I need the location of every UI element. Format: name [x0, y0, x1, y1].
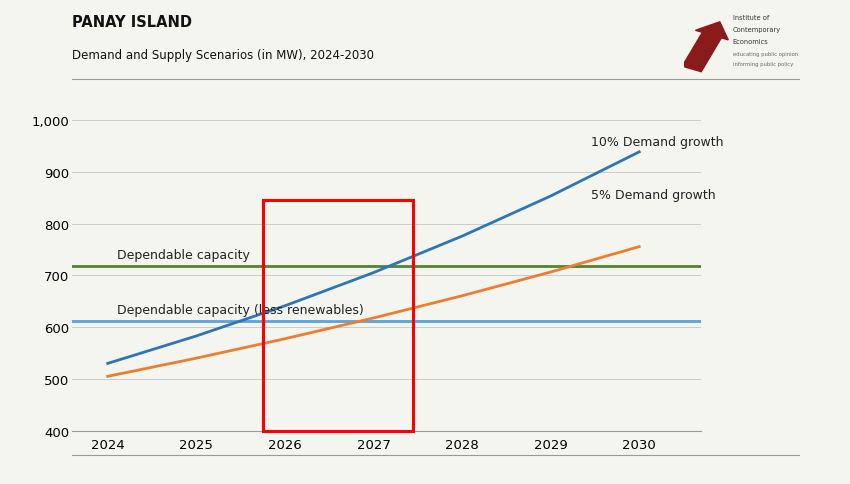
FancyArrow shape — [683, 23, 728, 73]
Text: Contemporary: Contemporary — [733, 27, 781, 32]
Text: PANAY ISLAND: PANAY ISLAND — [72, 15, 192, 30]
Text: 10% Demand growth: 10% Demand growth — [591, 136, 723, 149]
Text: Dependable capacity (less renewables): Dependable capacity (less renewables) — [116, 303, 363, 316]
Text: informing public policy: informing public policy — [733, 62, 793, 67]
Text: Demand and Supply Scenarios (in MW), 2024-2030: Demand and Supply Scenarios (in MW), 202… — [72, 48, 374, 61]
Text: 5% Demand growth: 5% Demand growth — [591, 189, 715, 202]
Text: Economics: Economics — [733, 38, 768, 45]
Text: Dependable capacity: Dependable capacity — [116, 248, 249, 261]
Text: educating public opinion: educating public opinion — [733, 52, 798, 57]
Bar — [263, 201, 413, 431]
Text: Institute of: Institute of — [733, 15, 769, 21]
